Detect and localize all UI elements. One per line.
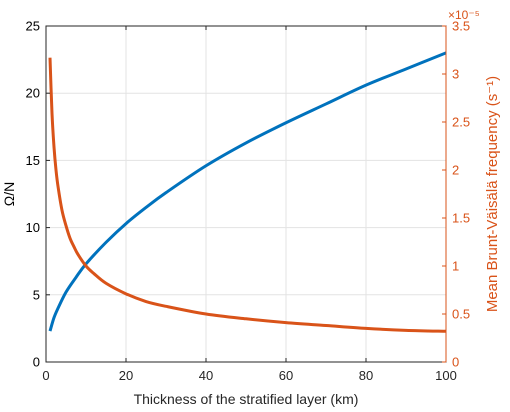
right-tick-label: 0 xyxy=(452,355,459,370)
right-tick-label: 0.5 xyxy=(452,307,470,322)
x-tick-label: 60 xyxy=(279,368,293,383)
grid xyxy=(45,25,447,363)
right-tick-label: 2 xyxy=(452,163,459,178)
x-tick-label: 100 xyxy=(435,368,457,383)
left-tick-label: 0 xyxy=(33,355,40,370)
left-tick-label: 15 xyxy=(26,153,40,168)
right-axis-label: Mean Brunt-Väisälä frequency (s⁻¹) xyxy=(484,76,501,312)
left-tick-label: 5 xyxy=(33,287,40,302)
right-tick-label: 3.5 xyxy=(452,19,470,34)
omega-over-n-series-line xyxy=(48,51,447,332)
right-tick-label: 2.5 xyxy=(452,115,470,130)
right-tick-label: 1 xyxy=(452,259,459,274)
left-axis-label: Ω/N xyxy=(1,182,17,206)
x-tick-label: 0 xyxy=(42,368,49,383)
x-tick-label: 80 xyxy=(359,368,373,383)
plot-background xyxy=(46,26,446,362)
left-tick-label: 10 xyxy=(26,220,40,235)
x-tick-label: 40 xyxy=(199,368,213,383)
series-layer xyxy=(48,51,447,333)
right-tick-label: 1.5 xyxy=(452,211,470,226)
x-axis-label: Thickness of the stratified layer (km) xyxy=(134,391,359,407)
right-axis-exponent-label: ×10⁻⁵ xyxy=(448,8,480,22)
right-tick-label: 3 xyxy=(452,67,459,82)
brunt-vaisala-series-line xyxy=(48,57,447,333)
left-tick-label: 25 xyxy=(26,19,40,34)
x-tick-label: 20 xyxy=(119,368,133,383)
left-tick-label: 20 xyxy=(26,86,40,101)
